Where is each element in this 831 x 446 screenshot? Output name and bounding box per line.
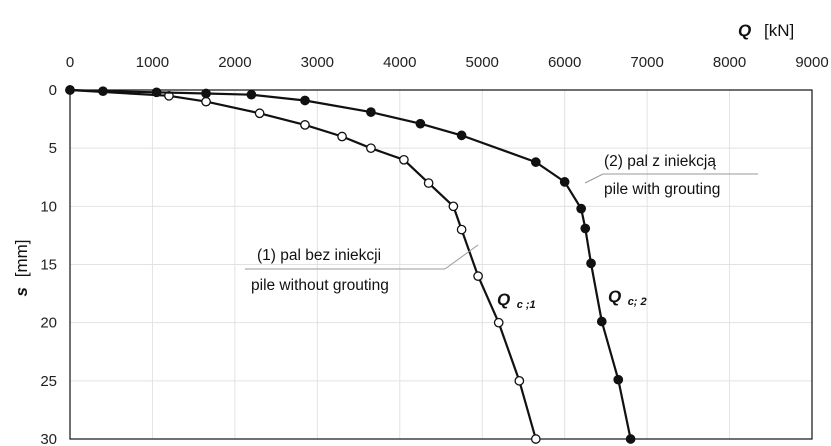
series-layer [65,85,636,444]
series-2-point [559,177,570,187]
series-2-point [246,89,257,100]
plot-frame [69,89,813,440]
curve-label-qc2: Q c; 2 [608,287,647,308]
y-tick-label: 25 [40,373,57,390]
series-1-point [473,271,483,281]
x-tick-label: 2000 [218,54,251,71]
annotation-no-grouting-line2: pile without grouting [251,277,389,294]
series-1-point [254,108,265,119]
series-2-point [201,88,211,99]
x-tick-label: 6000 [548,54,581,71]
series-2-point [456,130,467,141]
y-axis-ticks: 0 5 10 15 20 25 30 [40,82,57,446]
series-2-point [98,86,108,97]
y-tick-label: 20 [40,315,57,332]
y-tick-label: 15 [40,257,57,274]
annotation-grouting-line1: (2) pal z iniekcją [604,153,716,170]
y-tick-label: 10 [40,198,57,215]
x-tick-label: 3000 [301,54,334,71]
annotation-no-grouting-line1: (1) pal bez iniekcji [257,247,381,264]
x-axis-symbol: Q [738,21,751,40]
x-tick-label: 1000 [136,54,169,71]
series-2-point [586,258,596,269]
series-2-point [65,85,75,95]
series-2-point [580,223,591,234]
y-axis-symbol: s [12,287,31,296]
x-tick-label: 4000 [383,54,416,71]
annotation-no-grouting-leader [444,244,479,270]
annotation-grouting-line2: pile with grouting [604,181,720,198]
series-2-point [530,157,541,167]
series-1-point [514,375,525,386]
x-tick-label: 7000 [630,54,663,71]
series-2-point [151,87,162,98]
series-2-point [415,118,426,129]
series-1-point [456,224,467,235]
y-axis-title: s [mm] [12,240,31,297]
series-2-point [613,374,624,385]
annotation-no-grouting: (1) pal bez iniekcji pile without grouti… [245,244,479,294]
y-tick-label: 30 [40,431,57,446]
series-2-point [596,316,607,327]
x-axis-ticks: 0 1000 2000 3000 4000 5000 6000 7000 8000 9000 [66,54,829,71]
series-2-point [576,203,587,214]
series-1-point [423,178,434,188]
x-axis-unit: [kN] [764,21,794,40]
series-1-point [337,131,347,142]
series-1-point [493,317,504,328]
y-tick-label: 0 [49,82,57,99]
x-tick-label: 9000 [795,54,828,71]
series-1-point [448,201,459,212]
x-axis-title: Q [kN] [738,21,794,40]
annotation-grouting-leader [584,173,604,184]
series-2-point [300,95,310,106]
y-axis-unit: [mm] [12,240,31,278]
series-1-point [366,143,376,154]
x-tick-label: 0 [66,54,74,71]
series-2-point [625,434,636,444]
x-tick-label: 5000 [466,54,499,71]
series-1-point [399,154,409,165]
series-1-point [530,434,541,444]
series-1-point [300,120,310,130]
series-1-point [201,96,211,107]
y-tick-label: 5 [49,140,57,157]
grid-lines [69,89,813,440]
curve-label-qc1: Q c ;1 [497,290,536,311]
annotation-grouting: (2) pal z iniekcją pile with grouting [584,153,758,198]
series-2-point [366,107,376,117]
x-tick-label: 8000 [713,54,746,71]
